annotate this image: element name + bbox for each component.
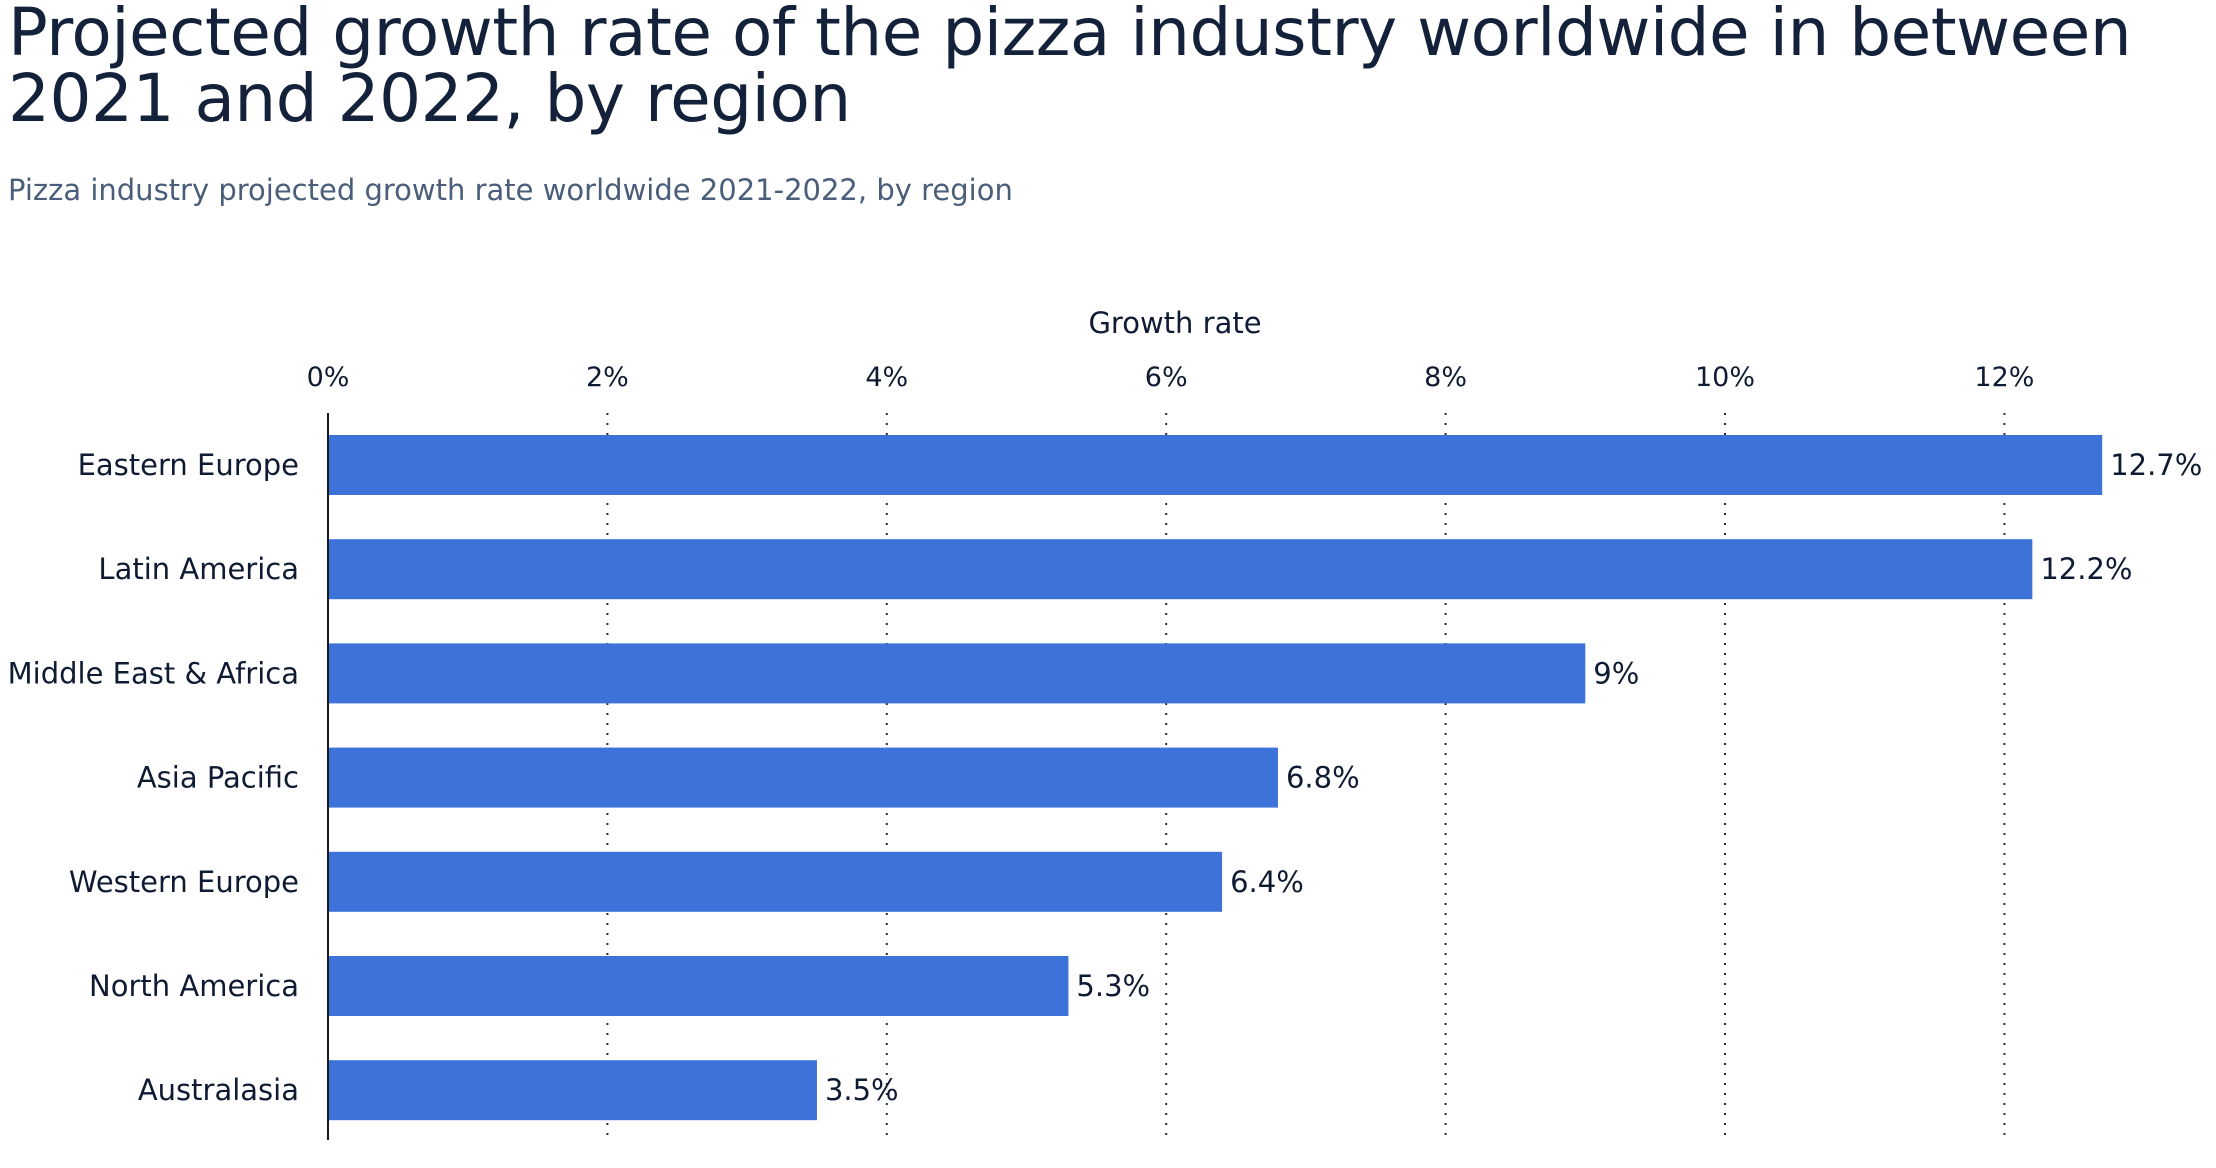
category-label: Western Europe: [69, 865, 299, 899]
value-label: 5.3%: [1076, 969, 1150, 1003]
value-labels: 12.7% 12.2% 9% 6.8% 6.4% 5.3% 3.5%: [825, 448, 2202, 1107]
x-tick-label: 12%: [1974, 362, 2034, 393]
x-tick-label: 8%: [1424, 362, 1467, 393]
value-label: 6.8%: [1286, 761, 1360, 795]
x-tick-label: 6%: [1145, 362, 1188, 393]
x-axis-ticks: 0% 2% 4% 6% 8% 10% 12%: [307, 362, 2035, 393]
category-label: Eastern Europe: [78, 448, 299, 482]
category-label: Australasia: [138, 1073, 299, 1107]
value-label: 12.7%: [2110, 448, 2202, 482]
bar: [328, 539, 2033, 600]
bar: [328, 747, 1278, 808]
bar: [328, 643, 1586, 704]
x-tick-label: 0%: [307, 362, 350, 393]
gridlines: [606, 413, 2006, 1140]
bar: [328, 851, 1223, 912]
bar: [328, 435, 2103, 495]
category-label: North America: [89, 969, 299, 1003]
category-label: Asia Pacific: [137, 761, 299, 795]
value-label: 6.4%: [1230, 865, 1304, 899]
chart-title: Projected growth rate of the pizza indus…: [8, 0, 2132, 137]
x-tick-label: 10%: [1695, 362, 1755, 393]
value-label: 9%: [1593, 656, 1639, 690]
bars: [328, 435, 2103, 1121]
value-label: 3.5%: [825, 1073, 899, 1107]
x-axis-label: Growth rate: [1088, 306, 1261, 340]
bar: [328, 1060, 817, 1121]
category-label: Latin America: [98, 552, 299, 586]
chart-subtitle: Pizza industry projected growth rate wor…: [8, 173, 1013, 207]
bar: [328, 956, 1069, 1016]
category-labels: Eastern Europe Latin America Middle East &…: [8, 448, 299, 1107]
value-label: 12.2%: [2040, 552, 2132, 586]
x-tick-label: 2%: [586, 362, 629, 393]
x-tick-label: 4%: [865, 362, 908, 393]
category-label: Middle East & Africa: [8, 656, 299, 690]
